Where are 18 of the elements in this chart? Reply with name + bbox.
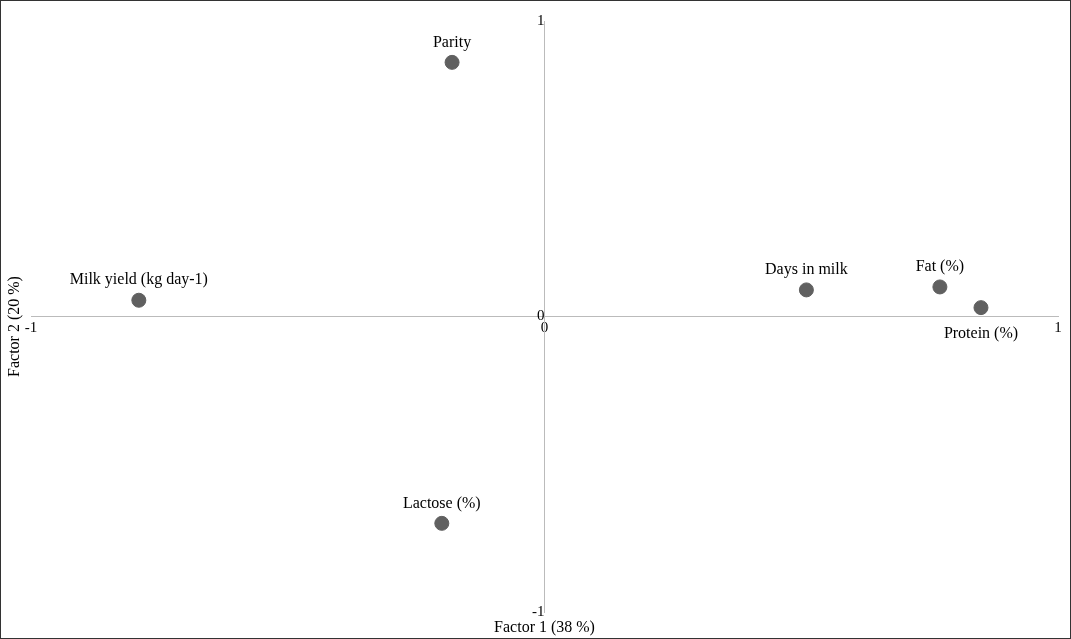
annotation: Milk yield (kg day-1) bbox=[69, 270, 208, 289]
point bbox=[932, 279, 948, 295]
annotation: Protein (%) bbox=[943, 323, 1019, 342]
point bbox=[444, 54, 460, 70]
annotation: Parity bbox=[432, 32, 472, 51]
annotation: Lactose (%) bbox=[402, 493, 481, 512]
point bbox=[973, 300, 989, 316]
x-axis-title: Factor 1 (38 %) bbox=[494, 618, 595, 637]
y-tick-label: -1 bbox=[532, 602, 545, 619]
x-tick-label: -1 bbox=[24, 319, 38, 336]
y-axis-title: Factor 2 (20 %) bbox=[5, 276, 24, 377]
point bbox=[434, 515, 450, 531]
annotation: Fat (%) bbox=[915, 257, 965, 276]
point bbox=[798, 282, 814, 298]
y-tick-label: 1 bbox=[537, 11, 545, 28]
x-tick-label: 1 bbox=[1054, 319, 1062, 336]
point bbox=[131, 292, 147, 308]
annotation: Days in milk bbox=[765, 260, 848, 279]
